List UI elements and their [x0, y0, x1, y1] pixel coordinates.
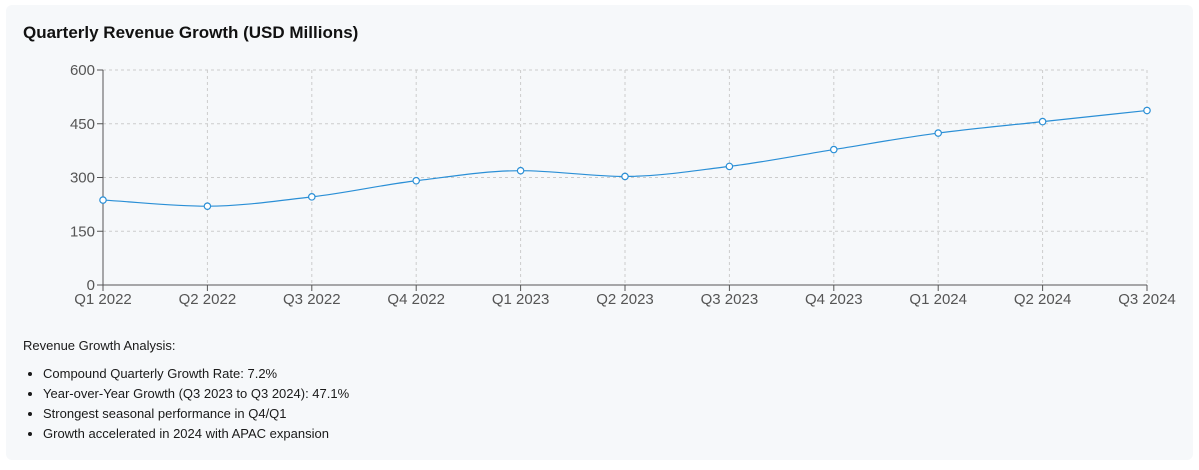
y-tick-label: 450: [70, 116, 95, 133]
analysis-item: Compound Quarterly Growth Rate: 7.2%: [43, 364, 1173, 384]
data-point: [516, 166, 525, 175]
x-tick-label: Q1 2023: [492, 291, 550, 308]
x-tick-label: Q4 2022: [387, 291, 445, 308]
analysis-title: Revenue Growth Analysis:: [23, 338, 176, 353]
data-point: [307, 193, 316, 201]
x-tick-label: Q3 2024: [1118, 291, 1176, 308]
x-tick-label: Q3 2022: [283, 291, 341, 308]
x-tick-label: Q1 2022: [74, 291, 132, 308]
data-point: [203, 202, 212, 210]
data-point: [621, 172, 629, 181]
data-point: [829, 145, 838, 154]
x-tick-label: Q2 2024: [1014, 291, 1072, 308]
y-tick-label: 0: [87, 277, 95, 294]
data-point: [99, 196, 107, 204]
data-point: [725, 162, 734, 171]
data-point: [1143, 106, 1151, 115]
x-tick-label: Q4 2023: [805, 291, 863, 308]
analysis-item: Strongest seasonal performance in Q4/Q1: [43, 404, 1173, 424]
data-point: [412, 176, 421, 185]
chart-card: Quarterly Revenue Growth (USD Millions) …: [6, 5, 1193, 460]
analysis-list: Compound Quarterly Growth Rate: 7.2% Yea…: [23, 364, 1173, 444]
x-tick-label: Q2 2022: [179, 291, 237, 308]
revenue-line-chart: 0 150 300 450 600 Q1 2022 Q2 2022 Q3 2022 Q4 202…: [70, 62, 1176, 308]
y-tick-label: 150: [70, 223, 95, 240]
y-tick-label: 300: [70, 170, 95, 187]
x-tick-label: Q2 2023: [596, 291, 654, 308]
analysis-section: Revenue Growth Analysis: Compound Quarte…: [23, 338, 1173, 444]
x-tick-label: Q3 2023: [701, 291, 759, 308]
y-tick-label: 600: [70, 62, 95, 79]
analysis-item: Growth accelerated in 2024 with APAC exp…: [43, 424, 1173, 444]
chart-title: Quarterly Revenue Growth (USD Millions): [23, 23, 359, 42]
data-point: [1038, 117, 1047, 126]
x-tick-label: Q1 2024: [909, 291, 967, 308]
data-point: [934, 129, 943, 137]
analysis-item: Year-over-Year Growth (Q3 2023 to Q3 202…: [43, 384, 1173, 404]
